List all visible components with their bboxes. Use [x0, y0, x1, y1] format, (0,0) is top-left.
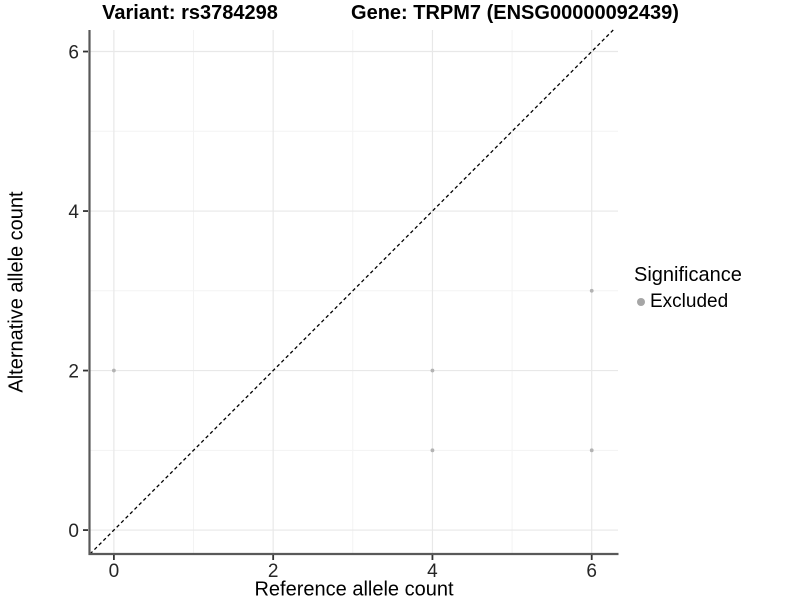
x-tick-label: 6	[586, 561, 597, 582]
legend-point-icon	[637, 297, 645, 306]
x-tick-label: 0	[109, 561, 120, 582]
legend-item-excluded: Excluded	[634, 291, 742, 312]
legend-item-label: Excluded	[650, 291, 729, 312]
identity-dashed-line	[89, 29, 614, 555]
plot-title-variant: Variant: rs3784298	[102, 2, 278, 24]
plot-title-gene: Gene: TRPM7 (ENSG00000092439)	[351, 2, 679, 24]
y-tick-label: 4	[68, 202, 79, 223]
x-axis-label: Reference allele count	[254, 578, 454, 600]
x-tick-label: 2	[268, 561, 279, 582]
y-axis-label: Alternative allele count	[5, 191, 28, 393]
y-tick-label: 2	[68, 362, 79, 383]
y-tick-label: 0	[68, 521, 79, 542]
y-tick-label: 6	[68, 43, 79, 64]
data-point	[430, 448, 435, 453]
legend-title: Significance	[634, 264, 742, 286]
x-tick-label: 4	[427, 561, 438, 582]
data-point	[430, 368, 435, 373]
data-point	[111, 368, 116, 373]
data-point	[589, 288, 594, 293]
data-point	[589, 448, 594, 453]
legend: Significance Excluded	[634, 264, 742, 312]
